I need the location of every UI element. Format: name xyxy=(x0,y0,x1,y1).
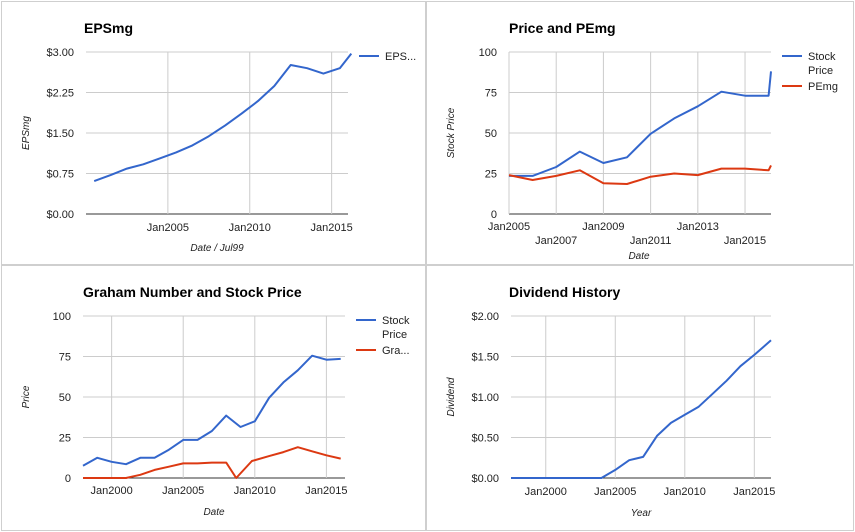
x-tick-label: Jan2010 xyxy=(229,222,271,234)
y-tick-label: 50 xyxy=(485,128,497,140)
x-tick-label: Jan2010 xyxy=(664,486,706,498)
legend-label: EPS... xyxy=(385,51,416,63)
y-tick-label: $0.00 xyxy=(46,209,74,221)
x-axis-label: Date xyxy=(628,251,650,262)
y-tick-label: $2.25 xyxy=(46,88,74,100)
x-tick-label: Jan2005 xyxy=(162,485,204,497)
x-tick-label: Jan2015 xyxy=(733,486,775,498)
y-tick-label: $1.50 xyxy=(46,128,74,140)
x-axis-label: Year xyxy=(631,508,652,519)
y-tick-label: $3.00 xyxy=(46,47,74,59)
y-tick-label: $1.50 xyxy=(471,352,499,364)
series-line xyxy=(83,446,341,479)
x-tick-label: Jan2005 xyxy=(594,486,636,498)
panel-epsmg: EPSmg $0.00 $0.75 $1.50 $2.25 $3.00 Jan2005 Jan… xyxy=(1,1,426,265)
y-axis-label: Stock Price xyxy=(446,107,457,158)
x-tick-label: Jan2000 xyxy=(91,485,133,497)
panel-dividend-history: Dividend History $0.00 $0.50 $1.00 $1.50 $2.0… xyxy=(426,265,854,531)
y-axis-label: Price xyxy=(21,385,32,408)
y-tick-label: 100 xyxy=(53,311,71,323)
chart-title: Graham Number and Stock Price xyxy=(83,284,302,300)
y-tick-label: $1.00 xyxy=(471,392,499,404)
y-tick-label: $2.00 xyxy=(471,311,499,323)
panel-price-pemg: Price and PEmg 0 25 50 75 100 Jan2005 Jan2007 Ja… xyxy=(426,1,854,265)
chart-epsmg: EPSmg $0.00 $0.75 $1.50 $2.25 $3.00 Jan2005 Jan… xyxy=(21,20,416,254)
x-tick-label: Jan2010 xyxy=(234,485,276,497)
x-tick-label: Jan2005 xyxy=(147,222,189,234)
y-tick-label: $0.75 xyxy=(46,169,74,181)
series-line xyxy=(511,339,772,479)
x-tick-label: Jan2000 xyxy=(525,486,567,498)
x-tick-label: Jan2005 xyxy=(488,221,530,233)
x-tick-label: Jan2015 xyxy=(724,235,766,247)
x-axis-label: Date / Jul99 xyxy=(190,243,244,254)
series-line xyxy=(508,164,772,185)
y-tick-label: 50 xyxy=(59,392,71,404)
y-tick-label: 100 xyxy=(479,47,497,59)
chart-graham-number: Graham Number and Stock Price 0 25 50 75 100 J… xyxy=(21,284,410,518)
legend-label: Price xyxy=(382,329,407,341)
chart-price-pemg: Price and PEmg 0 25 50 75 100 Jan2005 Jan2007 Ja… xyxy=(446,20,838,262)
y-tick-label: 0 xyxy=(491,209,497,221)
x-axis-label: Date xyxy=(203,507,225,518)
y-tick-label: 25 xyxy=(59,433,71,445)
x-tick-label: Jan2007 xyxy=(535,235,577,247)
y-tick-label: 75 xyxy=(485,88,497,100)
x-tick-label: Jan2015 xyxy=(305,485,347,497)
series-line xyxy=(509,71,772,177)
x-tick-label: Jan2009 xyxy=(582,221,624,233)
legend-label: Gra... xyxy=(382,345,410,357)
y-tick-label: 0 xyxy=(65,473,71,485)
y-tick-label: $0.50 xyxy=(471,433,499,445)
legend-label: Stock xyxy=(382,315,410,327)
y-axis-label: Dividend xyxy=(446,377,457,416)
series-line xyxy=(93,52,353,183)
chart-title: Dividend History xyxy=(509,284,620,300)
panel-graham-number: Graham Number and Stock Price 0 25 50 75 100 J… xyxy=(1,265,426,531)
y-tick-label: 25 xyxy=(485,169,497,181)
chart-title: EPSmg xyxy=(84,20,133,36)
series-line xyxy=(82,354,341,467)
x-tick-label: Jan2011 xyxy=(630,235,671,247)
legend-label: PEmg xyxy=(808,81,838,93)
x-tick-label: Jan2013 xyxy=(677,221,719,233)
y-axis-label: EPSmg xyxy=(21,116,32,150)
legend-label: Price xyxy=(808,65,833,77)
chart-dividend-history: Dividend History $0.00 $0.50 $1.00 $1.50 $2.0… xyxy=(446,284,775,519)
legend-label: Stock xyxy=(808,51,836,63)
y-tick-label: 75 xyxy=(59,352,71,364)
y-tick-label: $0.00 xyxy=(471,473,499,485)
x-tick-label: Jan2015 xyxy=(311,222,353,234)
chart-title: Price and PEmg xyxy=(509,20,616,36)
